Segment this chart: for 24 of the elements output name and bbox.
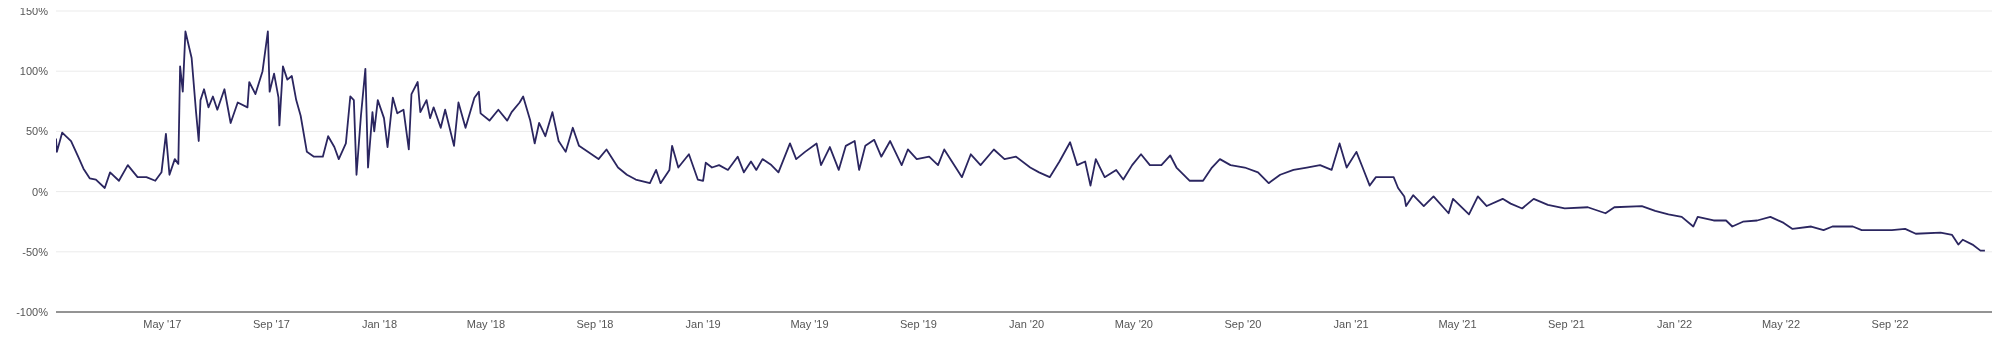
x-tick-label: Sep '18	[576, 317, 614, 330]
x-tick-label: Sep '17	[252, 317, 290, 330]
y-tick-label: -100%	[16, 305, 49, 318]
x-tick-label: Sep '21	[1548, 317, 1585, 330]
x-tick-label: Sep '22	[1871, 317, 1909, 330]
y-tick-label: 0%	[32, 185, 49, 198]
y-tick-label: 150%	[19, 4, 49, 17]
x-tick-label: May '22	[1761, 317, 1801, 330]
x-tick-label: Sep '20	[1224, 317, 1262, 330]
x-tick-label: Jan '21	[1333, 317, 1369, 330]
x-tick-label: May '19	[790, 317, 829, 330]
x-tick-label: May '18	[466, 317, 506, 330]
x-tick-label: May '20	[1114, 317, 1154, 330]
y-tick-label: 100%	[19, 65, 49, 78]
y-tick-label: -50%	[22, 245, 49, 258]
x-tick-label: Jan '22	[1657, 317, 1693, 330]
x-tick-label: May '21	[1438, 317, 1477, 330]
line-series	[56, 30, 1986, 252]
x-tick-label: Sep '19	[900, 317, 937, 330]
x-tick-label: Jan '18	[361, 317, 398, 330]
y-tick-label: 50%	[25, 125, 49, 138]
x-tick-label: Jan '20	[1009, 317, 1045, 330]
x-tick-label: May '17	[143, 317, 182, 330]
x-tick-label: Jan '19	[685, 317, 721, 330]
